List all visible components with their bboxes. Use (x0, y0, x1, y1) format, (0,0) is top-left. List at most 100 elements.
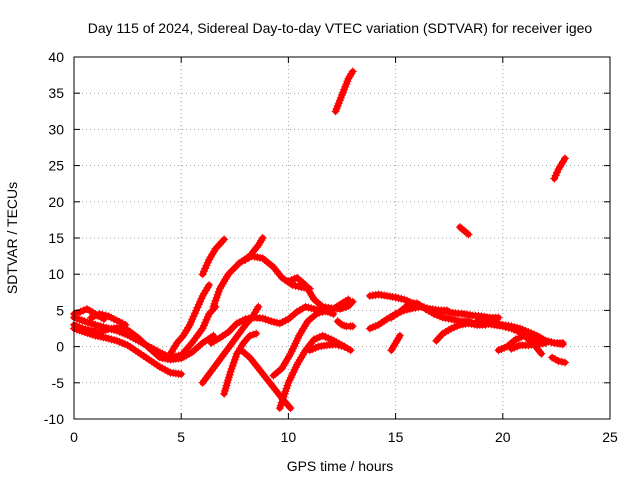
data-point-marker (395, 331, 404, 340)
data-point-marker (297, 277, 306, 286)
data-point-marker (264, 377, 273, 386)
x-tick-label: 5 (177, 429, 185, 445)
y-tick-label: 0 (56, 339, 64, 355)
data-point-marker (258, 254, 267, 263)
data-point-marker (284, 315, 293, 324)
series-arc-30 (550, 154, 569, 183)
data-point-marker (541, 339, 550, 347)
series-arc-19 (331, 67, 357, 116)
data-point-marker (561, 154, 569, 163)
data-point-marker (395, 307, 404, 316)
data-point-marker (251, 360, 259, 368)
y-tick-label: 30 (48, 121, 64, 137)
series-arc-12 (241, 252, 314, 293)
data-point-marker (340, 342, 349, 351)
data-point-marker (273, 367, 282, 376)
data-point-marker (243, 351, 252, 360)
data-point-marker (269, 383, 278, 392)
data-point-marker (205, 281, 214, 290)
data-point-marker (557, 357, 566, 366)
data-point-marker (308, 313, 316, 322)
data-point-marker (316, 301, 325, 309)
data-point-marker (140, 340, 149, 348)
y-tick-label: -5 (52, 375, 65, 391)
data-point-marker (561, 358, 569, 367)
data-point-marker (147, 345, 156, 354)
data-point-marker (346, 346, 355, 355)
data-point-marker (177, 370, 186, 379)
data-point-marker (286, 404, 295, 413)
data-point-marker (265, 259, 274, 268)
data-point-marker (522, 333, 531, 342)
x-tick-label: 0 (70, 429, 78, 445)
series-arc-17 (305, 340, 349, 355)
x-tick-label: 15 (388, 429, 404, 445)
data-point-marker (335, 319, 344, 328)
data-point-marker (303, 317, 312, 326)
y-tick-label: 20 (48, 194, 64, 210)
data-point-marker (348, 67, 357, 76)
data-point-marker (462, 228, 471, 237)
data-point-marker (136, 335, 145, 344)
data-point-marker (258, 234, 267, 242)
data-point-marker (252, 329, 261, 338)
data-point-marker (554, 357, 563, 366)
data-point-marker (312, 297, 321, 306)
data-point-marker (338, 320, 346, 329)
data-point-marker (443, 306, 452, 315)
data-point-marker (458, 224, 467, 233)
data-point-marker (121, 320, 130, 329)
x-axis-label: GPS time / hours (287, 458, 394, 474)
axis-ticks: 0 5 10 15 20 25 -10 -5 0 5 10 15 20 25 30 35 40 (44, 49, 618, 445)
data-point-marker (194, 342, 203, 351)
data-point-marker (537, 349, 546, 358)
data-point-marker (494, 313, 503, 322)
y-tick-label: 25 (48, 158, 64, 174)
data-point-marker (348, 322, 357, 331)
data-point-marker (269, 263, 278, 271)
data-point-marker (245, 353, 254, 362)
series-line (551, 155, 568, 182)
data-point-marker (241, 255, 250, 264)
series-group (70, 67, 569, 413)
series-arc-16 (269, 306, 338, 380)
data-point-marker (257, 368, 266, 377)
data-point-marker (151, 349, 160, 358)
data-point-marker (553, 168, 562, 177)
data-point-marker (263, 257, 271, 266)
series-arc-14 (284, 273, 357, 313)
data-point-marker (274, 269, 283, 278)
y-axis-label: SDTVAR / TECUs (4, 182, 20, 294)
data-point-marker (190, 346, 199, 355)
data-point-marker (269, 371, 278, 380)
series-arc-28 (507, 339, 550, 353)
data-point-marker (400, 304, 409, 313)
data-point-marker (244, 253, 253, 262)
data-point-marker (308, 337, 317, 346)
data-point-marker (76, 307, 85, 316)
data-point-marker (348, 297, 357, 306)
data-point-marker (245, 331, 254, 340)
x-tick-label: 20 (495, 429, 511, 445)
data-point-marker (254, 302, 263, 311)
data-point-marker (329, 310, 338, 318)
chart-title: Day 115 of 2024, Sidereal Day-to-day VTE… (88, 20, 593, 36)
y-tick-label: 5 (56, 302, 64, 318)
series-arc-29 (548, 353, 569, 367)
series-arc-6 (166, 281, 214, 358)
data-point-marker (288, 311, 297, 320)
data-point-marker (535, 347, 544, 356)
data-point-marker (293, 273, 301, 282)
y-tick-label: 15 (48, 230, 64, 246)
data-point-marker (551, 355, 560, 364)
data-point-marker (220, 235, 229, 244)
data-point-marker (249, 330, 257, 339)
series-arc-9 (209, 234, 267, 311)
data-point-marker (558, 340, 567, 349)
data-point-marker (239, 348, 248, 356)
data-point-marker (142, 342, 151, 350)
series-arc-26 (455, 223, 473, 239)
data-point-marker (464, 230, 473, 239)
series-arc-5 (87, 310, 130, 329)
